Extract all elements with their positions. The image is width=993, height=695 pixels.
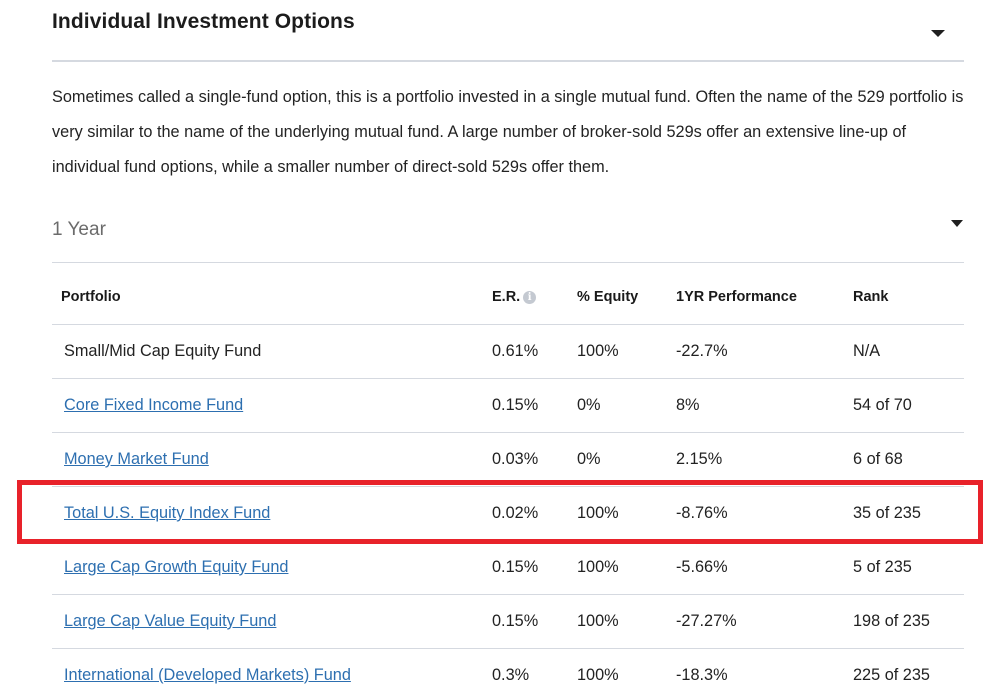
cell-rank: 35 of 235: [853, 486, 964, 541]
table-row: Large Cap Growth Equity Fund 0.15% 100% -5.…: [52, 540, 964, 595]
cell-equity: 100%: [577, 324, 676, 379]
cell-rank: 54 of 70: [853, 378, 964, 433]
cell-er: 0.03%: [492, 432, 577, 487]
cell-rank: 225 of 235: [853, 648, 964, 695]
column-header-performance[interactable]: 1YR Performance: [676, 270, 853, 325]
cell-portfolio: Small/Mid Cap Equity Fund: [52, 324, 492, 379]
cell-rank: 198 of 235: [853, 594, 964, 649]
funds-table: Portfolio E.R. i % Equity 1YR Performance…: [52, 270, 964, 695]
section-title: Individual Investment Options: [52, 10, 355, 33]
period-selected-value: 1 Year: [52, 219, 106, 240]
fund-link[interactable]: Large Cap Value Equity Fund: [64, 612, 277, 630]
cell-performance: -5.66%: [676, 540, 853, 595]
cell-er: 0.15%: [492, 594, 577, 649]
table-row: Money Market Fund 0.03% 0% 2.15% 6 of 68: [52, 432, 964, 487]
column-header-portfolio[interactable]: Portfolio: [52, 270, 492, 325]
cell-performance: -22.7%: [676, 324, 853, 379]
table-row: Total U.S. Equity Index Fund 0.02% 100% -8.…: [52, 486, 964, 541]
cell-performance: -27.27%: [676, 594, 853, 649]
fund-link[interactable]: Total U.S. Equity Index Fund: [64, 504, 271, 522]
cell-equity: 100%: [577, 486, 676, 541]
cell-equity: 100%: [577, 594, 676, 649]
fund-link[interactable]: Large Cap Growth Equity Fund: [64, 558, 289, 576]
cell-performance: -8.76%: [676, 486, 853, 541]
dropdown-arrow-icon[interactable]: [951, 220, 963, 227]
section-header-toggle[interactable]: Individual Investment Options: [52, 0, 964, 62]
fund-name: Small/Mid Cap Equity Fund: [64, 342, 262, 360]
column-header-er-label: E.R.: [492, 289, 521, 305]
cell-performance: -18.3%: [676, 648, 853, 695]
column-header-er[interactable]: E.R. i: [492, 270, 577, 325]
cell-performance: 2.15%: [676, 432, 853, 487]
cell-rank: N/A: [853, 324, 964, 379]
fund-link[interactable]: International (Developed Markets) Fund: [64, 666, 351, 684]
cell-equity: 0%: [577, 432, 676, 487]
cell-portfolio: Large Cap Growth Equity Fund: [52, 540, 492, 595]
period-dropdown[interactable]: 1 Year: [52, 205, 964, 263]
cell-performance: 8%: [676, 378, 853, 433]
fund-link[interactable]: Core Fixed Income Fund: [64, 396, 244, 414]
cell-portfolio: Core Fixed Income Fund: [52, 378, 492, 433]
cell-er: 0.15%: [492, 540, 577, 595]
cell-equity: 0%: [577, 378, 676, 433]
cell-er: 0.02%: [492, 486, 577, 541]
cell-equity: 100%: [577, 648, 676, 695]
cell-rank: 5 of 235: [853, 540, 964, 595]
table-row: Small/Mid Cap Equity Fund 0.61% 100% -22.7%…: [52, 324, 964, 379]
fund-link[interactable]: Money Market Fund: [64, 450, 209, 468]
info-icon[interactable]: i: [523, 291, 537, 304]
chevron-down-icon[interactable]: [931, 30, 945, 37]
cell-er: 0.3%: [492, 648, 577, 695]
cell-rank: 6 of 68: [853, 432, 964, 487]
table-row: International (Developed Markets) Fund 0.…: [52, 648, 964, 695]
cell-portfolio: International (Developed Markets) Fund: [52, 648, 492, 695]
table-row: Large Cap Value Equity Fund 0.15% 100% -27.…: [52, 594, 964, 649]
section-description: Sometimes called a single-fund option, t…: [52, 88, 964, 176]
column-header-equity[interactable]: % Equity: [577, 270, 676, 325]
table-row: Core Fixed Income Fund 0.15% 0% 8% 54 of 70: [52, 378, 964, 433]
table-header-row: Portfolio E.R. i % Equity 1YR Performance…: [52, 270, 964, 325]
cell-portfolio: Total U.S. Equity Index Fund: [52, 486, 492, 541]
column-header-rank[interactable]: Rank: [853, 270, 964, 325]
cell-er: 0.61%: [492, 324, 577, 379]
cell-equity: 100%: [577, 540, 676, 595]
cell-er: 0.15%: [492, 378, 577, 433]
cell-portfolio: Money Market Fund: [52, 432, 492, 487]
cell-portfolio: Large Cap Value Equity Fund: [52, 594, 492, 649]
